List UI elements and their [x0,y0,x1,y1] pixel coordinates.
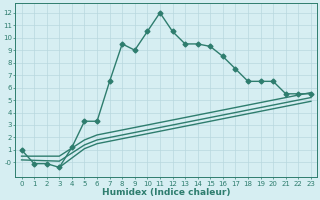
X-axis label: Humidex (Indice chaleur): Humidex (Indice chaleur) [102,188,230,197]
